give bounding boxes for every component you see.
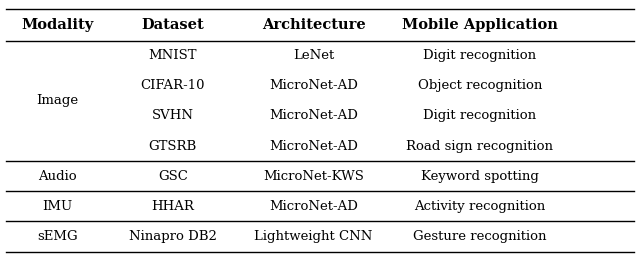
Text: MicroNet-AD: MicroNet-AD — [269, 200, 358, 213]
Text: Activity recognition: Activity recognition — [414, 200, 546, 213]
Text: Mobile Application: Mobile Application — [402, 18, 558, 32]
Text: MNIST: MNIST — [148, 49, 197, 62]
Text: MicroNet-AD: MicroNet-AD — [269, 79, 358, 92]
Text: Modality: Modality — [22, 18, 93, 32]
Text: GTSRB: GTSRB — [148, 140, 197, 152]
Text: HHAR: HHAR — [152, 200, 194, 213]
Text: IMU: IMU — [42, 200, 73, 213]
Text: Object recognition: Object recognition — [418, 79, 542, 92]
Text: GSC: GSC — [158, 170, 188, 183]
Text: Lightweight CNN: Lightweight CNN — [255, 230, 372, 243]
Text: LeNet: LeNet — [293, 49, 334, 62]
Text: MicroNet-AD: MicroNet-AD — [269, 140, 358, 152]
Text: Gesture recognition: Gesture recognition — [413, 230, 547, 243]
Text: Digit recognition: Digit recognition — [424, 110, 536, 122]
Text: Dataset: Dataset — [141, 18, 204, 32]
Text: Architecture: Architecture — [262, 18, 365, 32]
Text: Keyword spotting: Keyword spotting — [421, 170, 539, 183]
Text: Audio: Audio — [38, 170, 77, 183]
Text: sEMG: sEMG — [37, 230, 78, 243]
Text: CIFAR-10: CIFAR-10 — [141, 79, 205, 92]
Text: Ninapro DB2: Ninapro DB2 — [129, 230, 217, 243]
Text: SVHN: SVHN — [152, 110, 194, 122]
Text: Digit recognition: Digit recognition — [424, 49, 536, 62]
Text: MicroNet-AD: MicroNet-AD — [269, 110, 358, 122]
Text: Image: Image — [36, 94, 79, 107]
Text: MicroNet-KWS: MicroNet-KWS — [263, 170, 364, 183]
Text: Road sign recognition: Road sign recognition — [406, 140, 554, 152]
